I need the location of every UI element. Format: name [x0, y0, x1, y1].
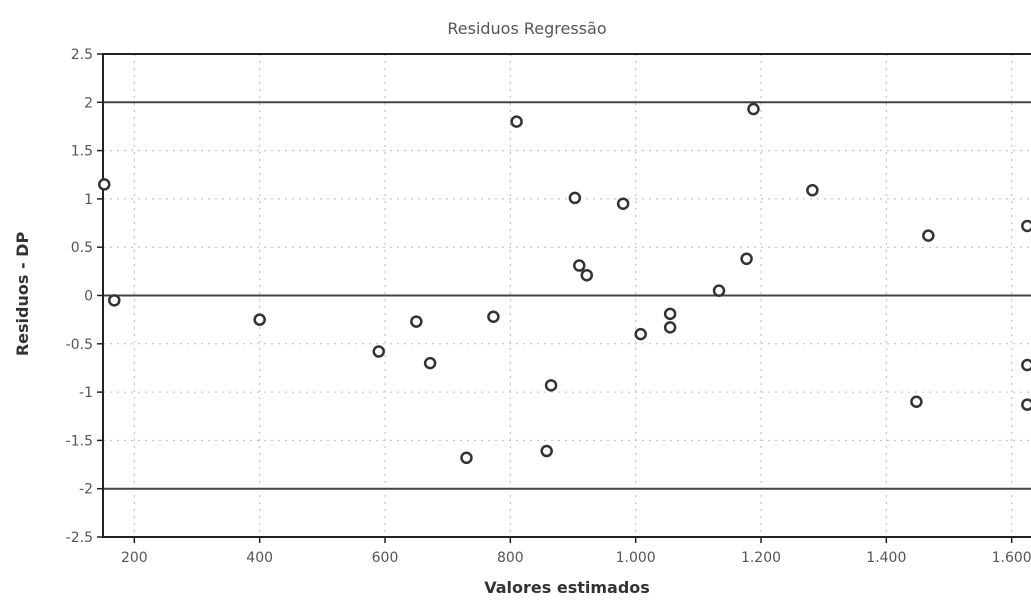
data-point — [423, 356, 437, 370]
data-point — [1021, 219, 1031, 233]
reference-lines — [103, 101, 1031, 490]
x-tick-label: 600 — [372, 550, 399, 566]
x-tick-label: 800 — [497, 550, 524, 566]
x-tick-label: 1.200 — [741, 550, 781, 566]
data-point — [510, 115, 523, 128]
y-tick-label: 2 — [84, 95, 93, 111]
data-point — [663, 307, 677, 321]
data-point — [108, 294, 121, 307]
y-tick-label: 2.5 — [71, 47, 93, 63]
data-point — [616, 197, 630, 210]
x-tick-label: 1.000 — [616, 550, 656, 566]
data-point — [372, 345, 385, 358]
y-tick-label: 1.5 — [71, 144, 93, 160]
data-point — [460, 451, 473, 465]
x-tick-label: 1.600 — [992, 550, 1031, 566]
data-point — [663, 321, 677, 334]
data-point — [544, 379, 558, 392]
data-point — [487, 310, 500, 324]
data-point — [634, 327, 647, 341]
y-tick-label: 0.5 — [71, 240, 93, 256]
chart-title: Residuos Regressão — [447, 19, 606, 38]
y-tick-label: -2.5 — [66, 530, 93, 546]
data-point — [568, 191, 582, 205]
y-tick-label: 1 — [84, 192, 93, 208]
data-point — [540, 444, 553, 458]
y-tick-label: -1.5 — [66, 433, 93, 449]
y-tick-label: -2 — [79, 482, 93, 498]
data-points — [98, 102, 1031, 465]
x-tick-label: 1.400 — [866, 550, 906, 566]
x-tick-label: 400 — [246, 550, 273, 566]
data-point — [747, 102, 760, 116]
y-tick-label: -0.5 — [66, 337, 93, 353]
data-point — [410, 315, 423, 328]
data-point — [712, 284, 726, 297]
x-axis-ticks: 200 400 600 800 1.000 1.200 1.400 1.600 — [121, 537, 1031, 566]
data-point — [922, 229, 935, 242]
data-point — [910, 395, 923, 409]
data-point — [573, 259, 586, 272]
y-axis-label: Residuos - DP — [13, 232, 32, 357]
data-point — [580, 268, 594, 282]
data-point — [740, 252, 753, 266]
y-axis-ticks: 2.5 2 1.5 1 0.5 0 -0.5 -1 -1.5 -2 -2.5 — [66, 47, 103, 546]
data-point — [806, 183, 819, 197]
data-point — [253, 313, 266, 326]
data-point — [1021, 358, 1031, 372]
data-point — [98, 178, 111, 191]
x-tick-label: 200 — [121, 550, 148, 566]
y-tick-label: 0 — [84, 289, 93, 305]
y-tick-label: -1 — [79, 385, 93, 401]
data-point — [1021, 398, 1031, 411]
x-axis-label: Valores estimados — [484, 578, 650, 597]
